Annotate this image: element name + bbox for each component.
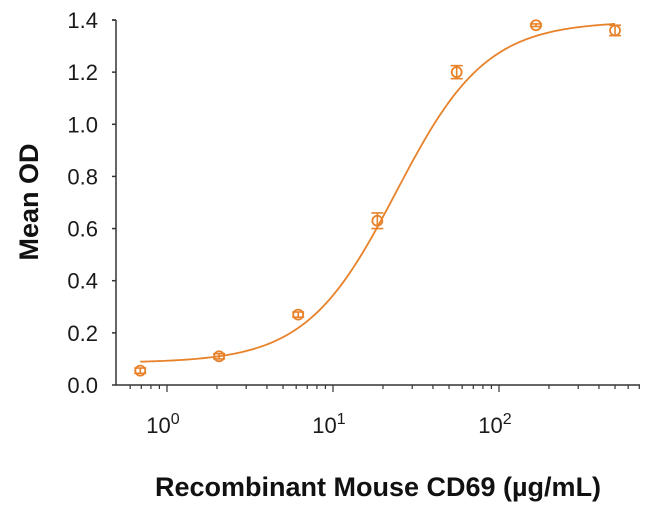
y-tick-label: 1.2 xyxy=(67,60,98,85)
x-tick-exponent: 0 xyxy=(171,411,180,428)
x-tick-base: 10 xyxy=(146,413,170,438)
point-marker xyxy=(450,66,463,79)
data-points-layer xyxy=(134,19,622,377)
data-point xyxy=(134,364,147,377)
x-tick-label: 101 xyxy=(312,411,345,438)
y-tick-label: 0.6 xyxy=(67,217,98,242)
y-tick-label: 1.4 xyxy=(67,8,98,33)
data-point xyxy=(292,308,305,321)
point-marker xyxy=(530,19,542,32)
point-marker xyxy=(371,214,384,227)
point-marker xyxy=(292,308,305,321)
y-axis-title: Mean OD xyxy=(14,143,44,260)
x-tick-label: 100 xyxy=(146,411,179,438)
data-point xyxy=(450,64,463,80)
y-tick-label: 0.8 xyxy=(67,164,98,189)
y-tick-label: 0.0 xyxy=(67,373,98,398)
point-marker xyxy=(134,364,147,377)
y-tick-label: 1.0 xyxy=(67,112,98,137)
data-point xyxy=(609,24,622,37)
y-tick-label: 0.4 xyxy=(67,269,98,294)
data-point xyxy=(371,212,384,230)
x-tick-label: 102 xyxy=(478,411,511,438)
point-marker xyxy=(213,350,226,363)
y-tick-label: 0.2 xyxy=(67,321,98,346)
x-tick-exponent: 1 xyxy=(337,411,346,428)
data-point xyxy=(213,350,226,363)
x-axis-title: Recombinant Mouse CD69 (µg/mL) xyxy=(155,472,601,502)
point-marker xyxy=(609,24,621,37)
data-point xyxy=(529,19,542,32)
x-tick-base: 10 xyxy=(478,413,502,438)
fit-curve-layer xyxy=(140,23,616,363)
fit-curve xyxy=(140,23,616,363)
x-tick-base: 10 xyxy=(312,413,336,438)
x-tick-exponent: 2 xyxy=(503,411,512,428)
